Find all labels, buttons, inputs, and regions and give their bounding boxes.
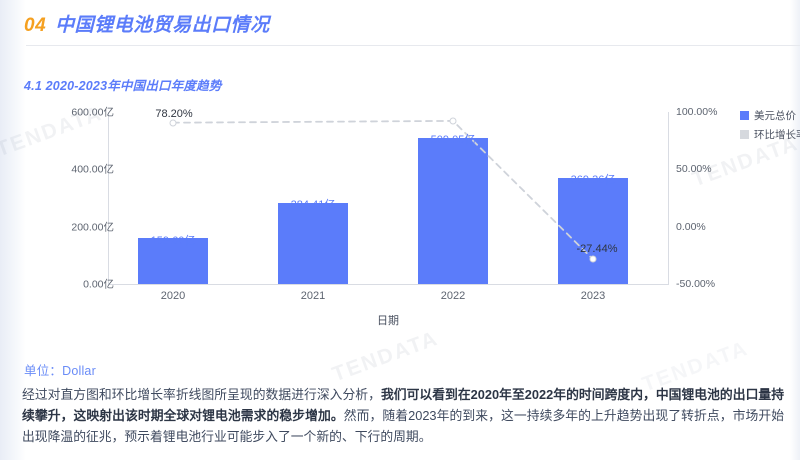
growth-label-2021: 78.20% [155, 108, 193, 120]
bar-2021[interactable] [278, 202, 348, 284]
y-axis-line [108, 112, 109, 285]
plot-area [108, 112, 668, 284]
secondary-y-axis-tick: 100.00% [676, 106, 718, 118]
y-axis-tick: 200.00亿 [71, 221, 114, 234]
secondary-y-axis-tick: 50.00% [676, 163, 712, 176]
paragraph-bold-1: 我们可以看到在2020年至2022年的时间跨度内，中国锂电池的出口量持续攀升，这… [22, 387, 785, 423]
section-header: 04 中国锂电池贸易出口情况 [0, 0, 800, 46]
chart-title: 4.1 2020-2023年中国出口年度趋势 [24, 79, 222, 93]
secondary-y-axis-tick: -50.00% [676, 278, 716, 290]
x-axis-line [108, 284, 669, 285]
legend-item-growth-rate[interactable]: 环比增长率 [740, 127, 800, 142]
section-header-inner: 04 中国锂电池贸易出口情况 [24, 10, 270, 37]
x-axis-title: 日期 [377, 315, 399, 327]
bar-2022[interactable] [418, 138, 488, 284]
section-number: 04 [24, 15, 47, 36]
chart-legend: 美元总价 环比增长率 [740, 108, 800, 146]
legend-label: 美元总价 [754, 110, 796, 122]
bar-value-label-2022: 509.05亿 [430, 134, 476, 146]
y-axis-tick: 600.00亿 [71, 106, 114, 119]
x-axis-tick-2022: 2022 [440, 290, 466, 302]
legend-item-total-value[interactable]: 美元总价 [740, 108, 800, 123]
export-trend-chart: 600.00亿 400.00亿 200.00亿 0.00亿 100.00% 50… [24, 100, 800, 330]
secondary-y-axis-line [668, 112, 669, 285]
y-axis-tick: 400.00亿 [71, 163, 114, 176]
right-edge-gradient [790, 0, 800, 460]
page-title: 中国锂电池贸易出口情况 [55, 15, 270, 36]
growth-label-2023: -27.44% [576, 243, 618, 255]
x-axis-tick-2023: 2023 [580, 290, 606, 302]
growth-marker-2021[interactable] [169, 119, 177, 127]
bar-2023[interactable] [558, 178, 628, 284]
bar-value-label-2020: 159.60亿 [150, 235, 196, 247]
secondary-y-axis-tick: 0.00% [676, 220, 706, 233]
legend-swatch-icon [740, 111, 749, 120]
unit-label: 单位：Dollar [24, 364, 96, 378]
growth-marker-2023[interactable] [589, 255, 597, 263]
bar-value-label-2021: 284.41亿 [290, 199, 336, 211]
watermark: TENDATA [329, 326, 442, 387]
legend-label: 环比增长率 [754, 129, 800, 141]
x-axis-tick-2021: 2021 [300, 290, 326, 302]
paragraph-part-2: 然而，随着2023年的到来，这一持续多年的上升趋势出现了转折点，市场开始出现降温… [22, 408, 785, 444]
legend-swatch-icon [740, 130, 749, 139]
growth-marker-2022[interactable] [449, 117, 457, 125]
x-axis-tick-2020: 2020 [160, 290, 186, 302]
bar-value-label-2023: 369.36亿 [570, 174, 616, 186]
paragraph-part-1: 经过对直方图和环比增长率折线图所呈现的数据进行深入分析， [22, 387, 381, 402]
y-axis-tick: 0.00亿 [83, 278, 114, 291]
header-divider [26, 45, 800, 46]
analysis-paragraph: 经过对直方图和环比增长率折线图所呈现的数据进行深入分析，我们可以看到在2020年… [22, 384, 784, 447]
